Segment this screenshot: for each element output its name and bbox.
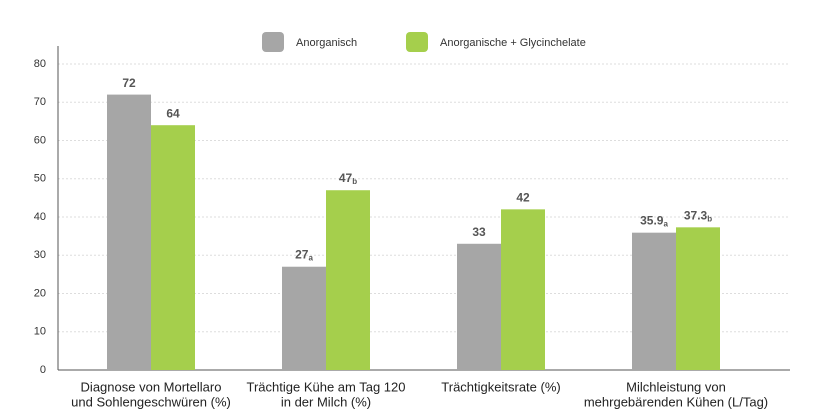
value-label: 47b [339, 171, 357, 186]
y-tick-label: 80 [34, 58, 46, 70]
bar [107, 94, 151, 370]
y-tick-label: 50 [34, 173, 46, 185]
y-tick-label: 20 [34, 287, 46, 299]
legend-label: Anorganische + Glycinchelate [440, 37, 586, 49]
legend-swatch [406, 32, 428, 52]
value-label: 72 [122, 76, 136, 90]
y-tick-label: 70 [34, 96, 46, 108]
y-tick-label: 0 [40, 364, 46, 376]
legend-label: Anorganisch [296, 37, 357, 49]
bar [282, 266, 326, 370]
x-tick-label: mehrgebärenden Kühen (L/Tag) [584, 394, 768, 409]
x-tick-label: in der Milch (%) [281, 394, 371, 409]
y-tick-label: 30 [34, 249, 46, 261]
y-tick-label: 40 [34, 211, 46, 223]
bar [326, 190, 370, 370]
legend-swatch [262, 32, 284, 52]
value-label: 27a [295, 248, 313, 263]
y-tick-label: 60 [34, 134, 46, 146]
x-tick-label: Milchleistung von [626, 379, 726, 394]
value-label: 37.3b [684, 208, 712, 223]
x-tick-label: Diagnose von Mortellaro [81, 379, 222, 394]
y-tick-label: 10 [34, 326, 46, 338]
x-tick-label: Trächtigkeitsrate (%) [441, 379, 560, 394]
value-label: 35.9a [640, 214, 668, 229]
bar [501, 209, 545, 370]
x-tick-label: Trächtige Kühe am Tag 120 [247, 379, 406, 394]
bar [632, 232, 676, 370]
bar [676, 227, 720, 370]
value-label: 33 [472, 225, 486, 239]
value-label: 42 [516, 191, 530, 205]
bar [151, 125, 195, 370]
x-tick-label: und Sohlengeschwüren (%) [71, 394, 231, 409]
bar [457, 243, 501, 370]
value-label: 64 [166, 106, 180, 120]
